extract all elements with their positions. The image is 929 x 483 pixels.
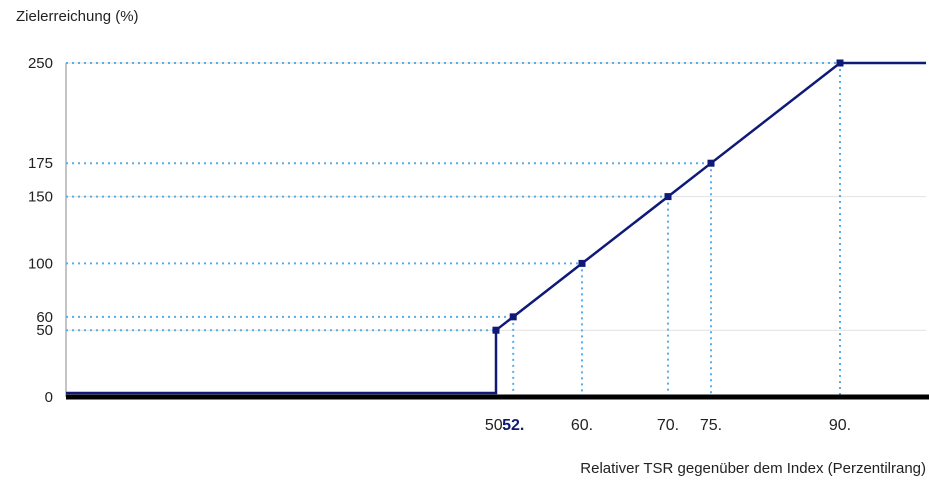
x-tick-label: 90. [829, 417, 851, 434]
y-tick-label: 250 [28, 55, 53, 72]
y-tick-label: 60 [36, 309, 53, 326]
data-point [492, 326, 500, 334]
x-axis-title: Relativer TSR gegenüber dem Index (Perze… [580, 460, 926, 477]
y-tick-label: 50 [36, 322, 53, 339]
data-point [578, 259, 586, 267]
y-tick-label: 0 [45, 389, 53, 406]
data-point [707, 159, 715, 167]
y-axis-title: Zielerreichung (%) [16, 8, 139, 25]
x-tick-label: 60. [571, 417, 593, 434]
x-tick-label: 50. [485, 417, 507, 434]
data-point [509, 313, 517, 321]
data-point [664, 193, 672, 201]
y-tick-label: 100 [28, 255, 53, 272]
y-tick-label: 150 [28, 189, 53, 206]
y-tick-label: 175 [28, 155, 53, 172]
series-line [66, 61, 926, 395]
x-tick-label: 75. [700, 417, 722, 434]
x-tick-label: 52. [502, 417, 524, 434]
data-point [836, 59, 844, 67]
x-tick-label: 70. [657, 417, 679, 434]
